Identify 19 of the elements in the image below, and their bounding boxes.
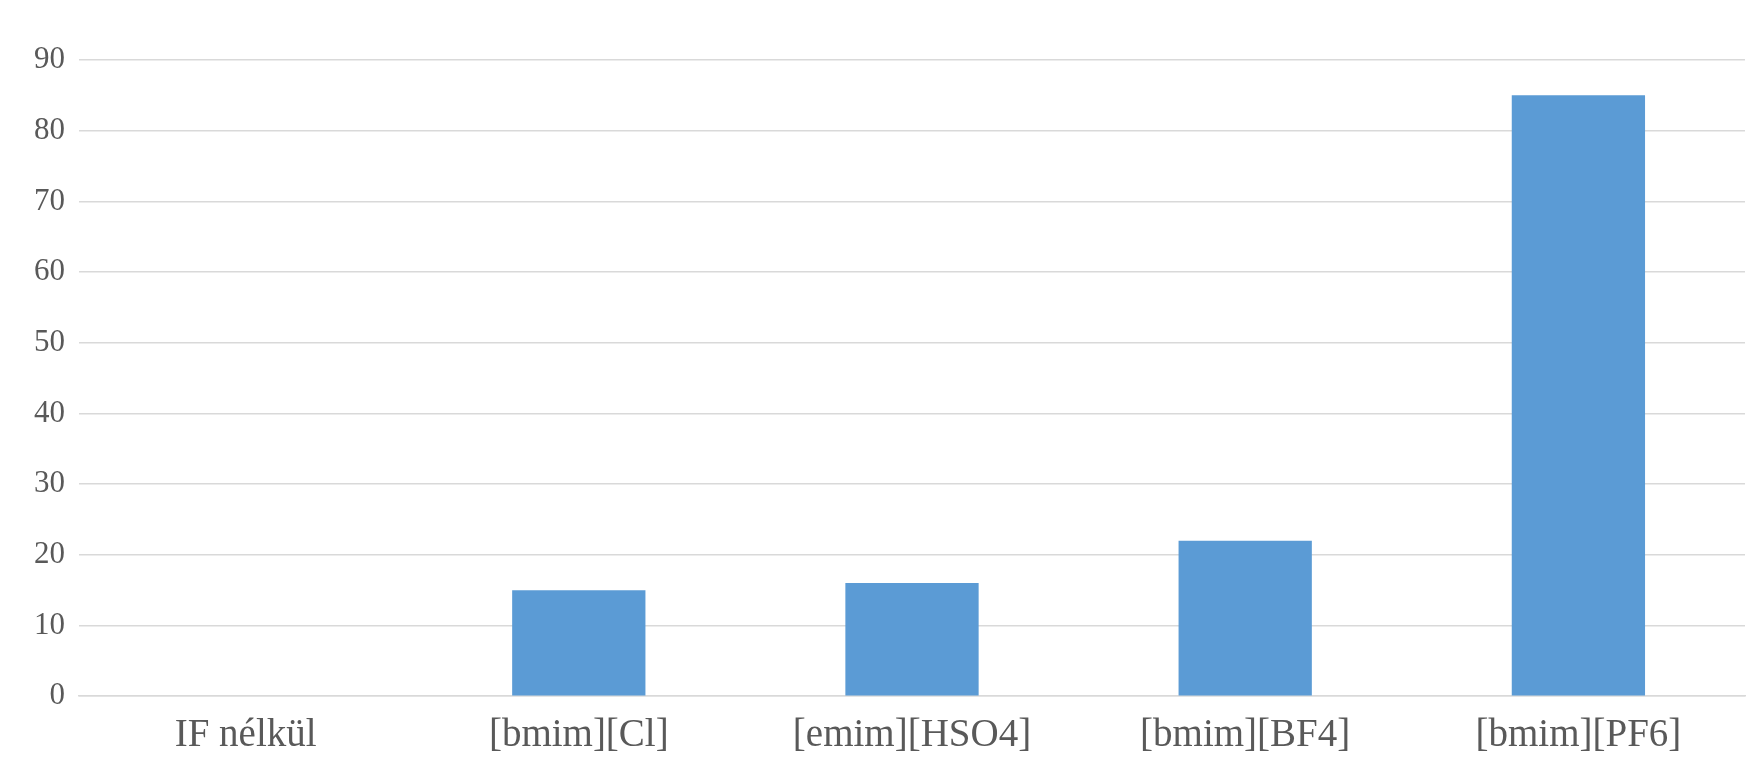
x-tick-label: [bmim][BF4]: [1140, 710, 1351, 754]
bar: [1178, 540, 1312, 696]
y-tick-label: 10: [34, 605, 65, 641]
x-tick-label: [bmim][Cl]: [488, 710, 669, 754]
bar: [845, 583, 979, 696]
x-tick-label: [emim][HSO4]: [792, 710, 1032, 754]
y-tick-label: 30: [34, 464, 65, 500]
y-tick-label: 0: [49, 676, 65, 712]
x-tick-label: [bmim][PF6]: [1475, 710, 1682, 754]
y-tick-label: 40: [34, 393, 65, 429]
y-tick-label: 50: [34, 322, 65, 358]
y-tick-label: 80: [34, 110, 65, 146]
bar: [512, 590, 646, 696]
y-tick-label: 70: [34, 181, 65, 217]
y-tick-label: 90: [34, 40, 65, 76]
y-tick-label: 20: [34, 534, 65, 570]
x-tick-label: IF nélkül: [174, 710, 317, 754]
y-tick-label: 60: [34, 252, 65, 288]
bar: [1511, 95, 1646, 696]
